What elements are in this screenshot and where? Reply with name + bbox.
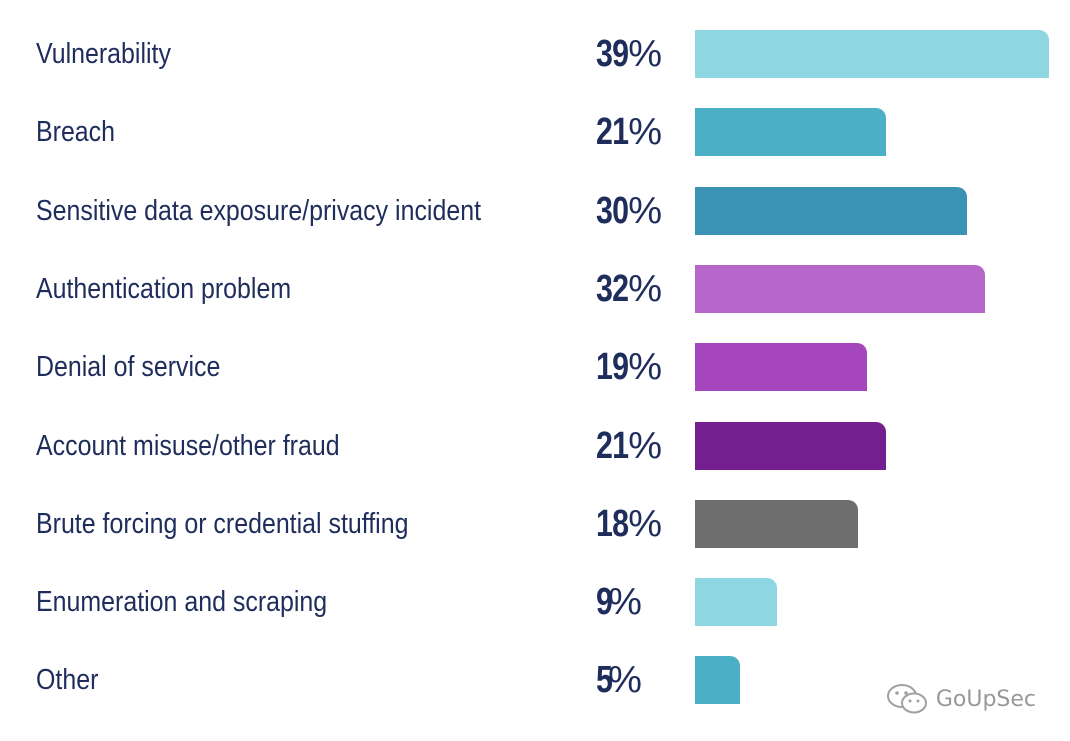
category-label: Other bbox=[36, 664, 99, 697]
value-label: 21% bbox=[596, 424, 662, 468]
category-label: Brute forcing or credential stuffing bbox=[36, 507, 409, 540]
bar bbox=[695, 656, 740, 705]
value-number: 21 bbox=[596, 424, 629, 467]
category-label: Breach bbox=[36, 116, 116, 149]
value-number: 39 bbox=[596, 33, 629, 75]
value-label: 21% bbox=[596, 110, 662, 154]
category-label: Vulnerability bbox=[36, 38, 171, 70]
category-label: Denial of service bbox=[36, 351, 221, 384]
bar bbox=[695, 343, 867, 392]
bar bbox=[695, 421, 886, 470]
bar bbox=[695, 578, 777, 627]
value-number: 32 bbox=[596, 267, 629, 310]
value-number: 30 bbox=[596, 189, 629, 232]
value-label: 19% bbox=[596, 345, 662, 389]
value-unit: % bbox=[608, 581, 642, 624]
value-unit: % bbox=[628, 502, 662, 545]
value-label: 30% bbox=[596, 189, 662, 233]
value-label: 5% bbox=[596, 658, 642, 702]
value-number: 19 bbox=[596, 346, 629, 389]
value-unit: % bbox=[628, 189, 662, 232]
value-unit: % bbox=[628, 111, 662, 154]
bar bbox=[695, 108, 886, 157]
watermark: GoUpSec bbox=[886, 679, 1036, 719]
category-label: Authentication problem bbox=[36, 272, 292, 305]
value-unit: % bbox=[608, 659, 642, 702]
value-label: 9% bbox=[596, 580, 642, 624]
wechat-icon bbox=[886, 684, 927, 714]
category-label: Sensitive data exposure/privacy incident bbox=[36, 194, 482, 227]
value-unit: % bbox=[628, 267, 662, 310]
value-number: 9 bbox=[596, 581, 613, 624]
value-unit: % bbox=[628, 33, 662, 75]
value-number: 5 bbox=[596, 659, 613, 702]
bar bbox=[695, 264, 985, 313]
value-number: 18 bbox=[596, 502, 629, 545]
value-number: 21 bbox=[596, 111, 629, 154]
value-unit: % bbox=[628, 424, 662, 467]
watermark-text: GoUpSec bbox=[935, 686, 1036, 712]
category-label: Enumeration and scraping bbox=[36, 586, 328, 619]
bar bbox=[695, 30, 1049, 78]
bar bbox=[695, 499, 858, 548]
value-label: 39% bbox=[596, 32, 662, 76]
value-label: 18% bbox=[596, 502, 662, 546]
value-unit: % bbox=[628, 346, 662, 389]
category-label: Account misuse/other fraud bbox=[36, 429, 340, 462]
bar bbox=[695, 186, 967, 235]
value-label: 32% bbox=[596, 267, 662, 311]
